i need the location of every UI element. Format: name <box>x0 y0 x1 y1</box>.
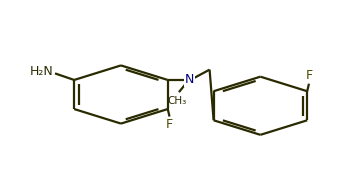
Text: H₂N: H₂N <box>29 65 53 78</box>
Text: N: N <box>185 73 194 85</box>
Text: CH₃: CH₃ <box>168 95 187 105</box>
Text: F: F <box>306 69 313 82</box>
Text: F: F <box>166 119 173 131</box>
